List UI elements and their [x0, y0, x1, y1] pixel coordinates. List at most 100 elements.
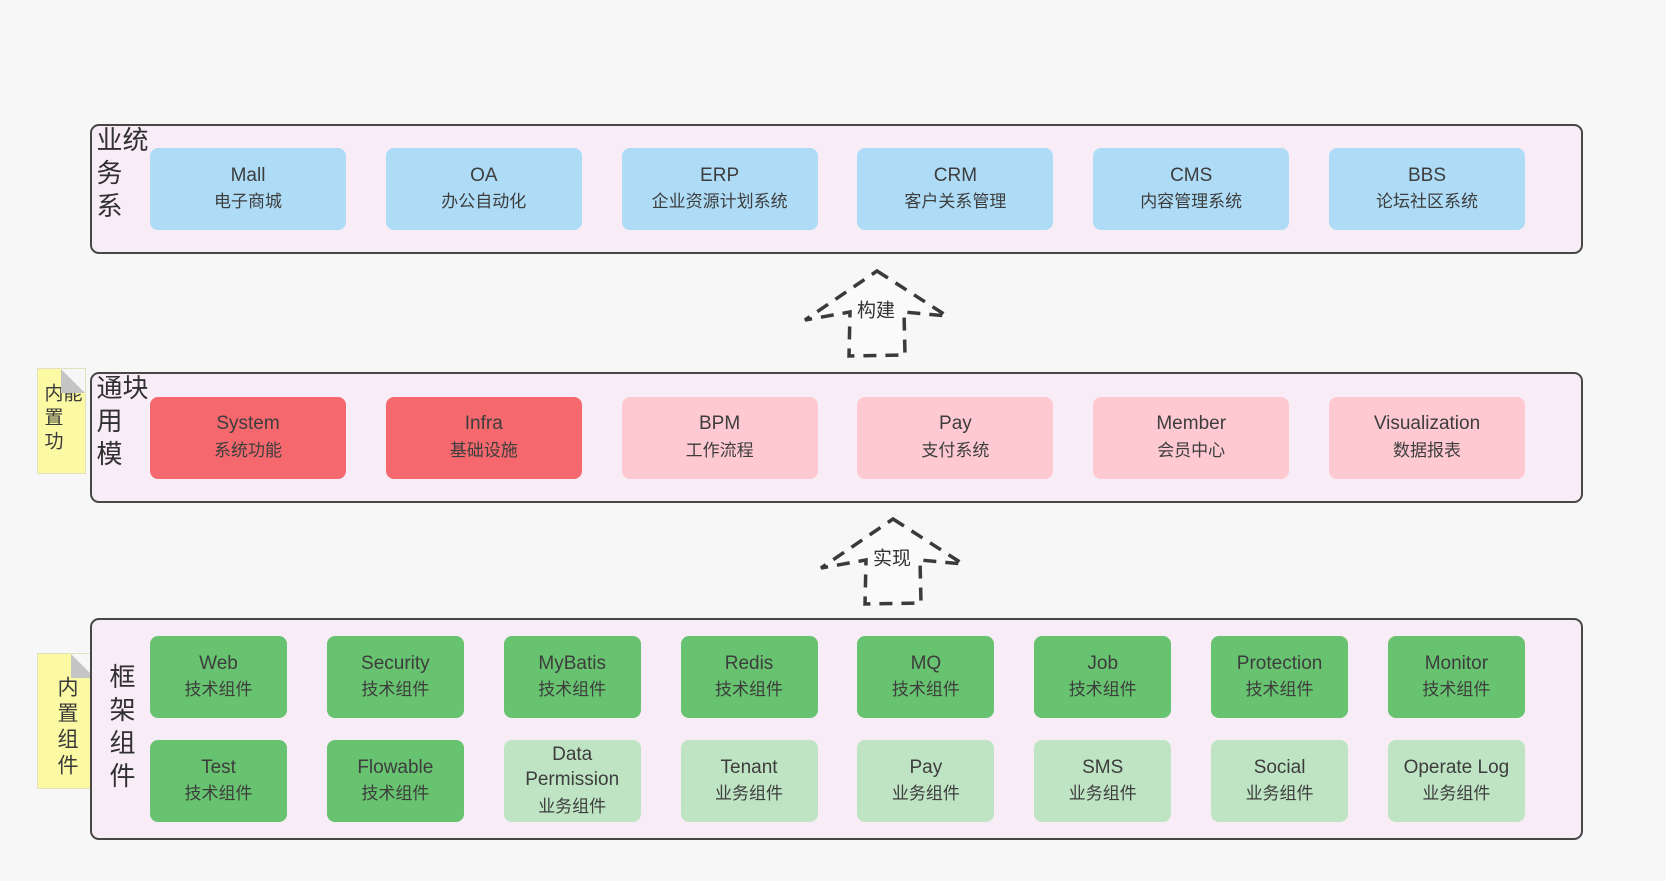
box-desc: 支付系统	[921, 440, 990, 460]
box-operate-log: Operate Log 业务组件	[1387, 740, 1525, 822]
framework-components-row-2: Test 技术组件 Flowable 技术组件 Data Permission …	[150, 740, 1525, 822]
note-built-in-components: 内置组件	[38, 654, 95, 788]
box-desc: 技术组件	[538, 680, 607, 700]
box-name: Redis	[724, 652, 774, 674]
box-desc: 工作流程	[685, 440, 754, 460]
box-name: OA	[470, 164, 498, 186]
box-infra: Infra 基础设施	[385, 396, 582, 479]
note-text: 内置功能	[41, 383, 82, 455]
box-name: Protection	[1236, 652, 1323, 674]
section-framework-components: 框架组件 Web 技术组件 Security 技术组件 MyBatis 技术组件…	[90, 618, 1583, 840]
section-title: 通用模块	[93, 374, 149, 473]
arrow-implement: 实现	[817, 516, 967, 606]
box-name: Visualization	[1373, 413, 1481, 435]
box-bpm: BPM 工作流程	[621, 396, 818, 479]
box-desc: 企业资源计划系统	[651, 192, 788, 212]
arrow-label: 构建	[851, 294, 901, 324]
box-desc: 技术组件	[184, 784, 253, 804]
box-desc: 业务组件	[538, 796, 607, 816]
box-desc: 技术组件	[361, 680, 430, 700]
section-common-modules: 通用模块 System 系统功能 Infra 基础设施 BPM 工作流程 Pay…	[90, 372, 1583, 503]
box-pay-module: Pay 支付系统	[857, 396, 1054, 479]
box-name: BBS	[1407, 164, 1446, 186]
framework-components-grid: Web 技术组件 Security 技术组件 MyBatis 技术组件 Redi…	[150, 620, 1581, 838]
box-name: Operate Log	[1403, 756, 1510, 778]
box-mq: MQ 技术组件	[857, 636, 995, 718]
box-security: Security 技术组件	[326, 636, 464, 718]
box-name: MQ	[910, 652, 942, 674]
box-name: Member	[1156, 413, 1227, 435]
box-mall: Mall 电子商城	[150, 148, 346, 230]
box-sms: SMS 业务组件	[1034, 740, 1172, 822]
box-desc: 技术组件	[715, 680, 784, 700]
box-desc: 论坛社区系统	[1375, 192, 1478, 212]
business-systems-row: Mall 电子商城 OA 办公自动化 ERP 企业资源计划系统 CRM 客户关系…	[150, 126, 1581, 252]
common-modules-row: System 系统功能 Infra 基础设施 BPM 工作流程 Pay 支付系统…	[150, 374, 1581, 501]
arrow-label: 实现	[867, 542, 917, 572]
box-name: SMS	[1082, 756, 1124, 778]
arrow-build: 构建	[801, 268, 951, 358]
box-desc: 基础设施	[449, 440, 518, 460]
section-label-common-modules: 通用模块	[92, 374, 150, 501]
box-name: Social	[1253, 756, 1306, 778]
box-name: Security	[361, 652, 430, 674]
box-protection: Protection 技术组件	[1211, 636, 1349, 718]
box-job: Job 技术组件	[1034, 636, 1172, 718]
box-web: Web 技术组件	[150, 636, 287, 718]
box-desc: 技术组件	[1245, 680, 1314, 700]
box-name: Web	[199, 652, 238, 674]
box-oa: OA 办公自动化	[385, 148, 582, 230]
box-name: Mall	[230, 164, 266, 186]
note-text: 内置组件	[55, 676, 78, 780]
box-name: Data Permission	[525, 744, 620, 791]
box-desc: 业务组件	[891, 784, 960, 804]
section-title: 业务系统	[93, 126, 149, 225]
box-name: Pay	[909, 756, 943, 778]
box-name: Flowable	[357, 756, 434, 778]
box-desc: 技术组件	[1068, 680, 1137, 700]
box-flowable: Flowable 技术组件	[326, 740, 464, 822]
box-desc: 内容管理系统	[1140, 192, 1243, 212]
box-member: Member 会员中心	[1093, 396, 1290, 479]
box-name: Test	[201, 756, 236, 778]
box-name: Job	[1087, 652, 1119, 674]
box-desc: 技术组件	[891, 680, 960, 700]
section-title: 框架组件	[106, 663, 136, 795]
framework-components-row-1: Web 技术组件 Security 技术组件 MyBatis 技术组件 Redi…	[150, 636, 1525, 718]
box-redis: Redis 技术组件	[680, 636, 818, 718]
section-label-business-systems: 业务系统	[92, 126, 150, 252]
box-crm: CRM 客户关系管理	[857, 148, 1054, 230]
box-desc: 技术组件	[1422, 680, 1491, 700]
box-visualization: Visualization 数据报表	[1328, 396, 1525, 479]
box-desc: 技术组件	[184, 680, 253, 700]
box-desc: 办公自动化	[441, 192, 527, 212]
box-desc: 业务组件	[1422, 784, 1491, 804]
box-name: Infra	[464, 413, 503, 435]
box-name: Pay	[939, 413, 972, 435]
section-label-framework-components: 框架组件	[92, 620, 150, 838]
box-test: Test 技术组件	[150, 740, 287, 822]
box-mybatis: MyBatis 技术组件	[503, 636, 641, 718]
box-social: Social 业务组件	[1211, 740, 1349, 822]
box-data-permission: Data Permission 业务组件	[503, 740, 641, 822]
box-desc: 数据报表	[1392, 440, 1461, 460]
box-name: Tenant	[720, 756, 778, 778]
box-system: System 系统功能	[150, 396, 346, 479]
box-name: System	[216, 413, 280, 435]
box-erp: ERP 企业资源计划系统	[621, 148, 818, 230]
box-desc: 电子商城	[214, 192, 282, 212]
folded-corner-icon	[61, 369, 85, 393]
box-name: ERP	[700, 164, 740, 186]
box-desc: 业务组件	[715, 784, 784, 804]
box-desc: 会员中心	[1157, 440, 1226, 460]
box-pay-component: Pay 业务组件	[857, 740, 995, 822]
section-business-systems: 业务系统 Mall 电子商城 OA 办公自动化 ERP 企业资源计划系统 CRM…	[90, 124, 1583, 254]
box-desc: 技术组件	[361, 784, 430, 804]
box-name: CRM	[933, 164, 978, 186]
box-monitor: Monitor 技术组件	[1387, 636, 1525, 718]
box-name: MyBatis	[538, 652, 606, 674]
box-desc: 系统功能	[214, 440, 282, 460]
box-desc: 业务组件	[1068, 784, 1137, 804]
box-name: BPM	[699, 413, 741, 435]
box-tenant: Tenant 业务组件	[680, 740, 818, 822]
